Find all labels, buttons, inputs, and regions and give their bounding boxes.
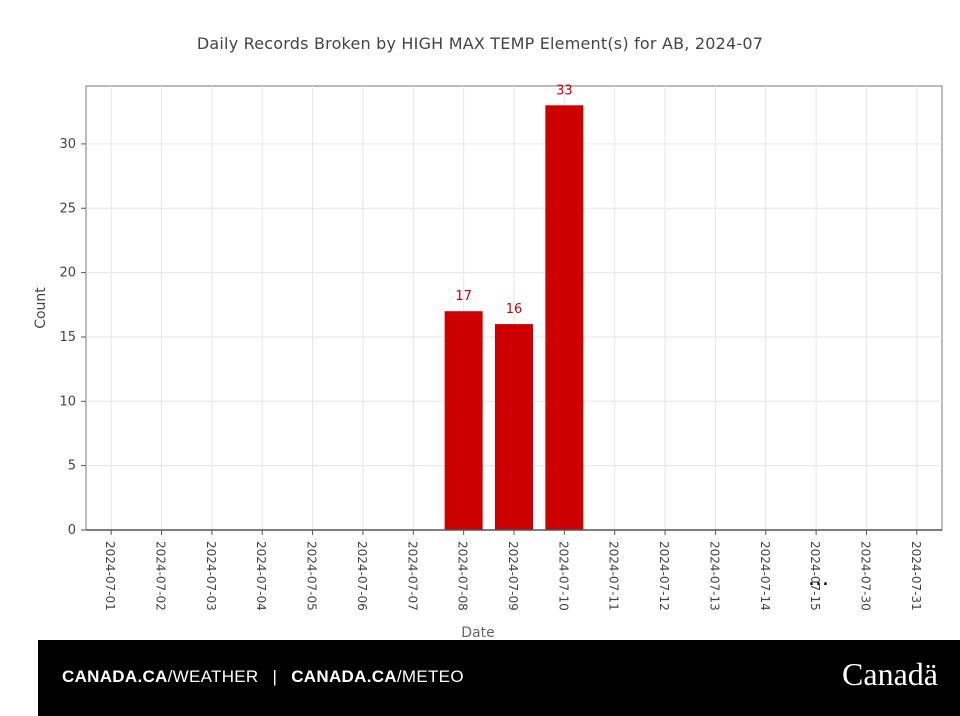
x-tick-label: 2024-07-14 (758, 541, 772, 611)
x-tick-label: 2024-07-07 (405, 541, 419, 611)
x-tick-label: 2024-07-05 (305, 541, 319, 611)
x-tick-label: 2024-07-01 (103, 541, 117, 611)
footer-separator: | (272, 667, 278, 686)
x-tick-label: 2024-07-15 (808, 541, 822, 611)
y-tick-label: 5 (68, 459, 76, 474)
y-tick-label: 30 (59, 137, 76, 152)
bar (495, 324, 533, 530)
y-axis-label: Count (33, 287, 49, 329)
x-tick-label: 2024-07-12 (657, 541, 671, 611)
meteo-link-domain: CANADA.CA (291, 667, 397, 686)
x-tick-label: 2024-07-10 (556, 541, 570, 611)
footer-links: CANADA.CA/WEATHER | CANADA.CA/METEO (62, 667, 464, 687)
bar-value-label: 33 (556, 83, 573, 98)
x-tick-label: 2024-07-13 (707, 541, 721, 611)
x-tick-label: 2024-07-30 (858, 541, 872, 611)
x-tick-label: 2024-07-04 (254, 541, 268, 611)
x-tick-label: 2024-07-11 (607, 541, 621, 611)
y-tick-label: 15 (59, 330, 76, 345)
x-tick-label: 2024-07-31 (909, 541, 923, 611)
x-tick-label: 2024-07-06 (355, 541, 369, 611)
weather-link[interactable]: CANADA.CA/WEATHER (62, 667, 259, 686)
weather-link-path: /WEATHER (167, 667, 259, 686)
x-tick-label: 2024-07-03 (204, 541, 218, 611)
chart-title: Daily Records Broken by HIGH MAX TEMP El… (196, 34, 764, 53)
y-tick-label: 25 (59, 201, 76, 216)
y-tick-label: 0 (68, 523, 76, 538)
weather-link-domain: CANADA.CA (62, 667, 168, 686)
bar (545, 105, 584, 530)
axis-break-ellipsis: ... (808, 566, 829, 591)
x-axis-label: Date (461, 625, 494, 640)
bar (444, 311, 483, 530)
y-tick-label: 10 (59, 394, 76, 409)
x-tick-label: 2024-07-02 (154, 541, 168, 611)
bar-value-label: 16 (506, 302, 523, 317)
canada-wordmark-logo: Canadä (842, 656, 938, 692)
x-tick-label: 2024-07-08 (456, 541, 470, 611)
footer-banner: CANADA.CA/WEATHER | CANADA.CA/METEO Canadä (38, 640, 960, 716)
y-tick-label: 20 (59, 266, 76, 281)
x-tick-label: 2024-07-09 (506, 541, 520, 611)
meteo-link-path: /METEO (396, 667, 464, 686)
bar-chart: Count Date 0 5 10 15 20 25 30 2024-07-01 2024-07… (33, 83, 943, 640)
bar-value-label: 17 (455, 289, 472, 304)
meteo-link[interactable]: CANADA.CA/METEO (291, 667, 464, 686)
